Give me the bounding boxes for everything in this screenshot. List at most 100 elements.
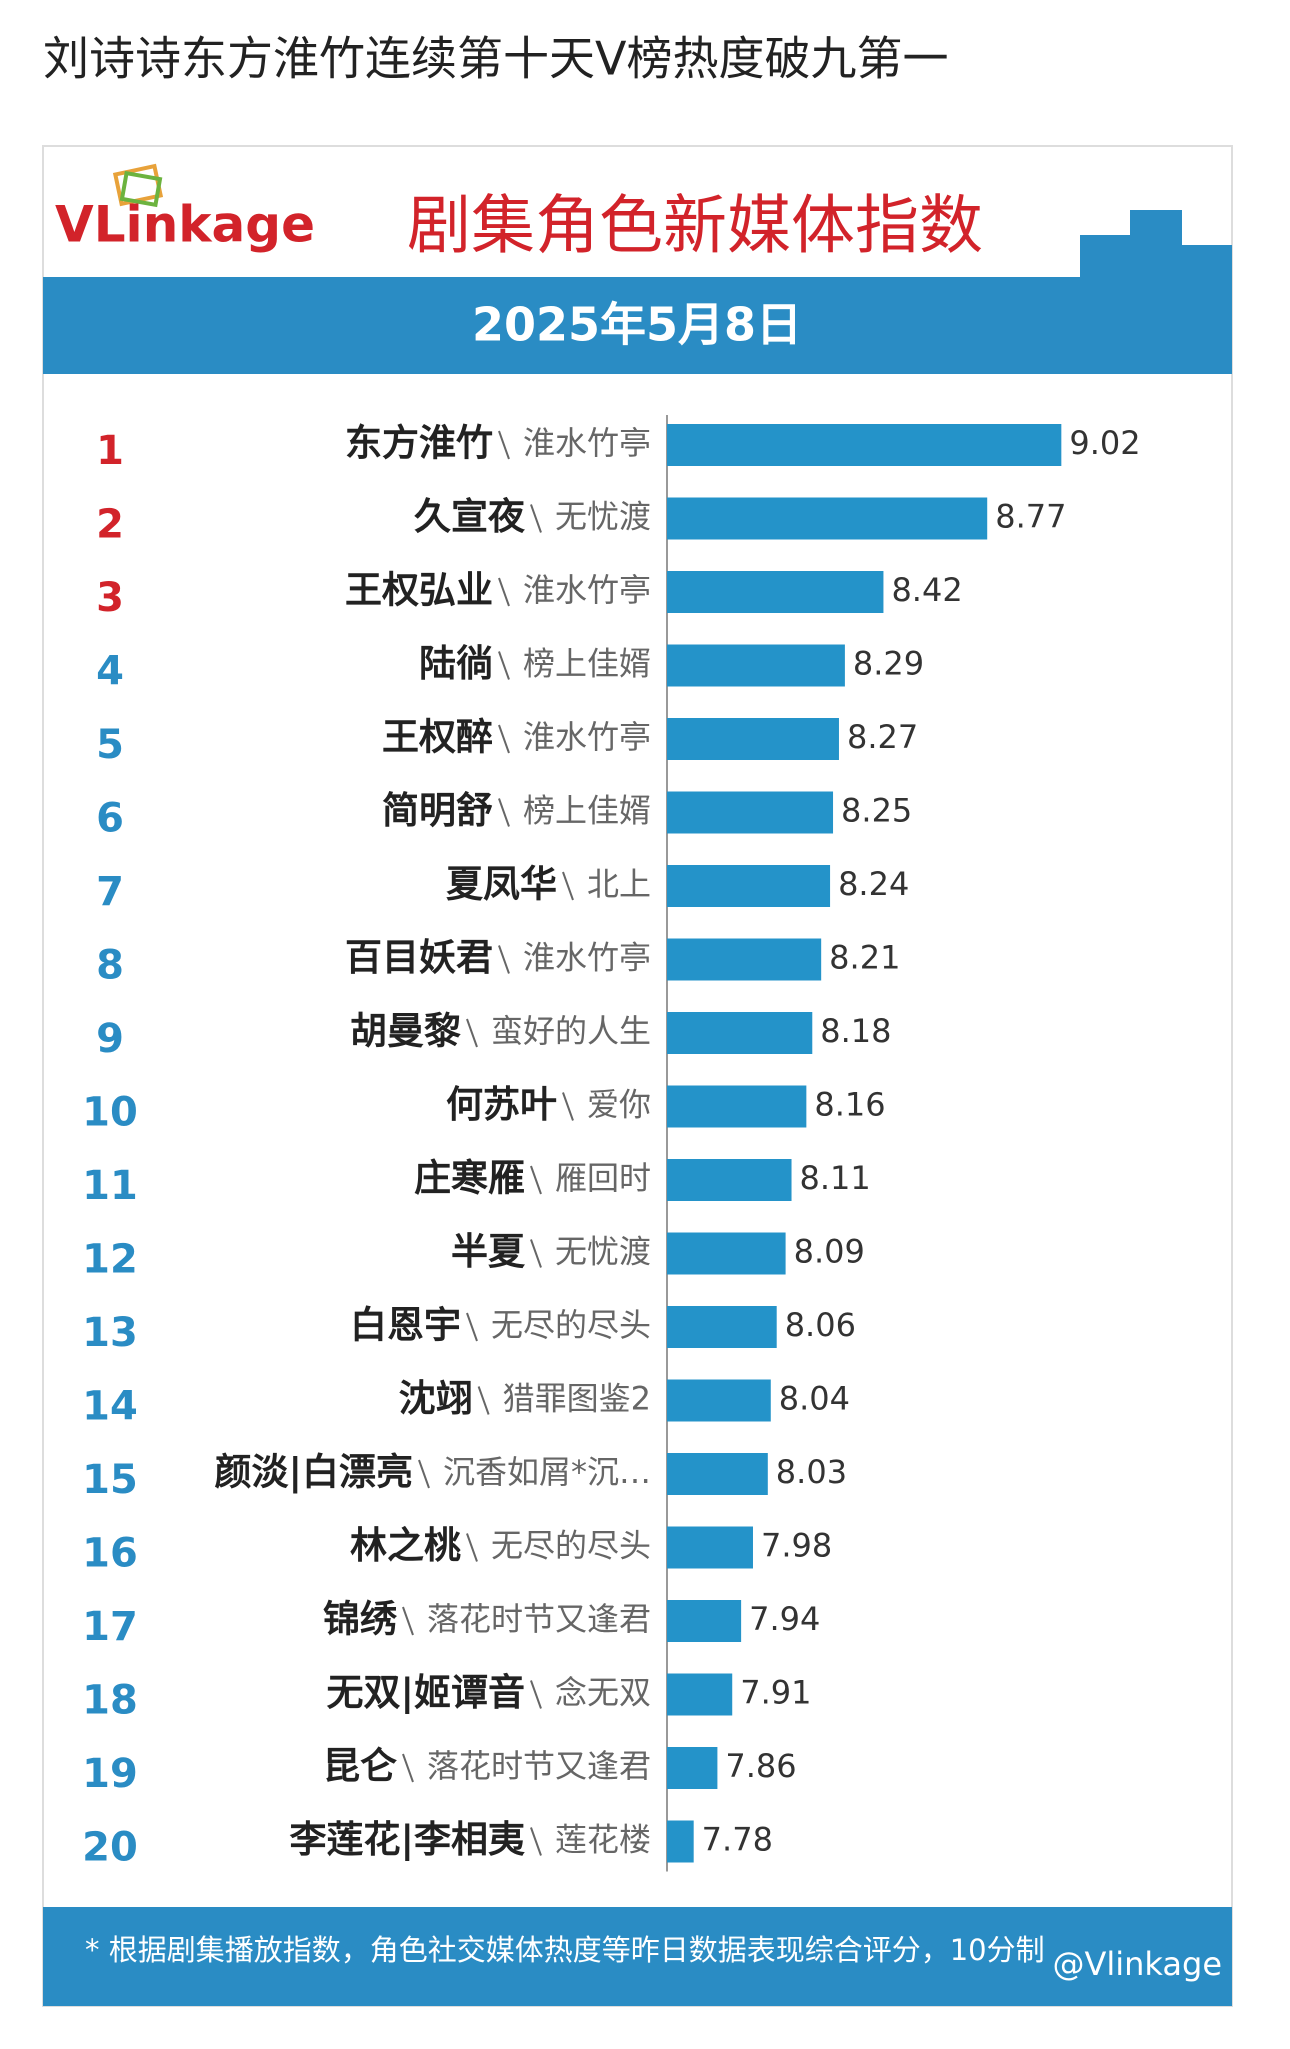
- name: 庄寒雁: [414, 1157, 525, 1200]
- rank: 17: [82, 1604, 138, 1650]
- podium: [1080, 210, 1232, 277]
- bar: [667, 1379, 771, 1422]
- name: 颜淡|白漂亮: [214, 1451, 413, 1494]
- rank: 14: [82, 1384, 138, 1430]
- rank: 4: [96, 649, 124, 695]
- rank: 12: [82, 1237, 138, 1283]
- rank: 1: [96, 428, 124, 474]
- logo-icon: [112, 163, 164, 208]
- drama: 淮水竹亭: [523, 424, 651, 462]
- name: 白恩宇: [350, 1304, 461, 1347]
- name: 陆徜: [419, 642, 493, 685]
- watermark: @Vlinkage: [1052, 1945, 1222, 1983]
- drama: 无忧渡: [555, 498, 651, 536]
- rank: 15: [82, 1457, 138, 1503]
- value-label: 8.09: [794, 1233, 865, 1271]
- value-label: 7.91: [740, 1674, 811, 1712]
- name: 王权醉: [382, 716, 493, 759]
- bar: [667, 791, 834, 834]
- drama: 爱你: [587, 1086, 651, 1124]
- name: 东方淮竹: [345, 422, 493, 465]
- drama: 北上: [587, 865, 651, 903]
- value-label: 8.03: [776, 1453, 847, 1491]
- separator: [466, 1533, 478, 1562]
- drama: 榜上佳婿: [523, 645, 651, 683]
- value-label: 8.04: [779, 1380, 850, 1418]
- separator: [562, 1092, 574, 1121]
- value-label: 7.94: [749, 1600, 820, 1638]
- separator: [530, 1165, 542, 1195]
- bar: [667, 865, 831, 907]
- drama: 落花时节又逢君: [427, 1747, 651, 1785]
- name: 简明舒: [382, 789, 493, 832]
- value-label: 7.78: [702, 1821, 773, 1859]
- separator: [498, 430, 510, 460]
- drama: 雁回时: [555, 1159, 651, 1197]
- rank: 11: [82, 1163, 138, 1209]
- bar: [667, 497, 988, 540]
- drama: 念无双: [555, 1674, 651, 1712]
- separator: [498, 724, 510, 754]
- drama: 无忧渡: [555, 1233, 651, 1271]
- name: 百目妖君: [345, 936, 493, 979]
- date-band: [43, 277, 1232, 374]
- bar: [667, 424, 1062, 466]
- separator: [530, 1827, 542, 1856]
- separator: [498, 651, 510, 680]
- separator: [418, 1459, 430, 1489]
- drama: 榜上佳婿: [523, 792, 651, 830]
- value-label: 7.86: [725, 1747, 796, 1785]
- drama: 落花时节又逢君: [427, 1600, 651, 1638]
- value-label: 8.77: [995, 498, 1066, 536]
- rank: 16: [82, 1531, 138, 1577]
- value-label: 7.98: [761, 1527, 832, 1565]
- value-label: 8.21: [829, 939, 900, 977]
- value-label: 8.06: [785, 1306, 856, 1344]
- name: 沈翊: [399, 1377, 473, 1420]
- rank: 19: [82, 1751, 138, 1797]
- bar: [667, 1306, 777, 1348]
- separator: [498, 798, 510, 827]
- bar: [667, 1673, 733, 1716]
- logo: VLinkage: [55, 196, 315, 254]
- bar: [667, 1012, 813, 1054]
- separator: [562, 871, 574, 901]
- rank: 13: [82, 1310, 138, 1356]
- rank: 18: [82, 1678, 138, 1724]
- drama: 淮水竹亭: [523, 571, 651, 609]
- rank: 3: [96, 575, 124, 621]
- rank: 5: [96, 722, 124, 768]
- value-label: 8.29: [853, 645, 924, 683]
- rank: 7: [96, 869, 124, 915]
- separator: [530, 504, 542, 533]
- value-label: 8.18: [820, 1012, 891, 1050]
- name: 林之桃: [350, 1524, 461, 1567]
- drama: 无尽的尽头: [491, 1527, 651, 1565]
- rank: 10: [82, 1090, 138, 1136]
- drama: 沉香如屑*沉…: [443, 1453, 651, 1491]
- footnote: * 根据剧集播放指数，角色社交媒体热度等昨日数据表现综合评分，10分制: [85, 1933, 1045, 1967]
- value-label: 8.42: [891, 571, 962, 609]
- bar: [667, 1526, 753, 1569]
- drama: 淮水竹亭: [523, 939, 651, 977]
- separator: [498, 945, 510, 974]
- drama: 淮水竹亭: [523, 718, 651, 756]
- name: 王权弘业: [345, 569, 493, 612]
- name: 无双|姬谭音: [326, 1671, 525, 1714]
- value-label: 8.25: [841, 792, 912, 830]
- bar: [667, 1085, 807, 1128]
- name: 锦绣: [323, 1598, 397, 1641]
- separator: [498, 577, 510, 607]
- rank: 20: [82, 1825, 138, 1871]
- rank: 6: [96, 796, 124, 842]
- bar: [667, 718, 839, 760]
- post-title: 刘诗诗东方淮竹连续第十天V榜热度破九第一: [43, 32, 948, 86]
- name: 半夏: [451, 1230, 526, 1273]
- separator: [466, 1018, 478, 1048]
- separator: [477, 1386, 490, 1415]
- rank: 2: [96, 502, 124, 548]
- name: 久宣夜: [414, 495, 526, 538]
- drama: 猎罪图鉴2: [503, 1380, 651, 1418]
- name: 胡曼黎: [350, 1010, 461, 1053]
- separator: [402, 1606, 414, 1636]
